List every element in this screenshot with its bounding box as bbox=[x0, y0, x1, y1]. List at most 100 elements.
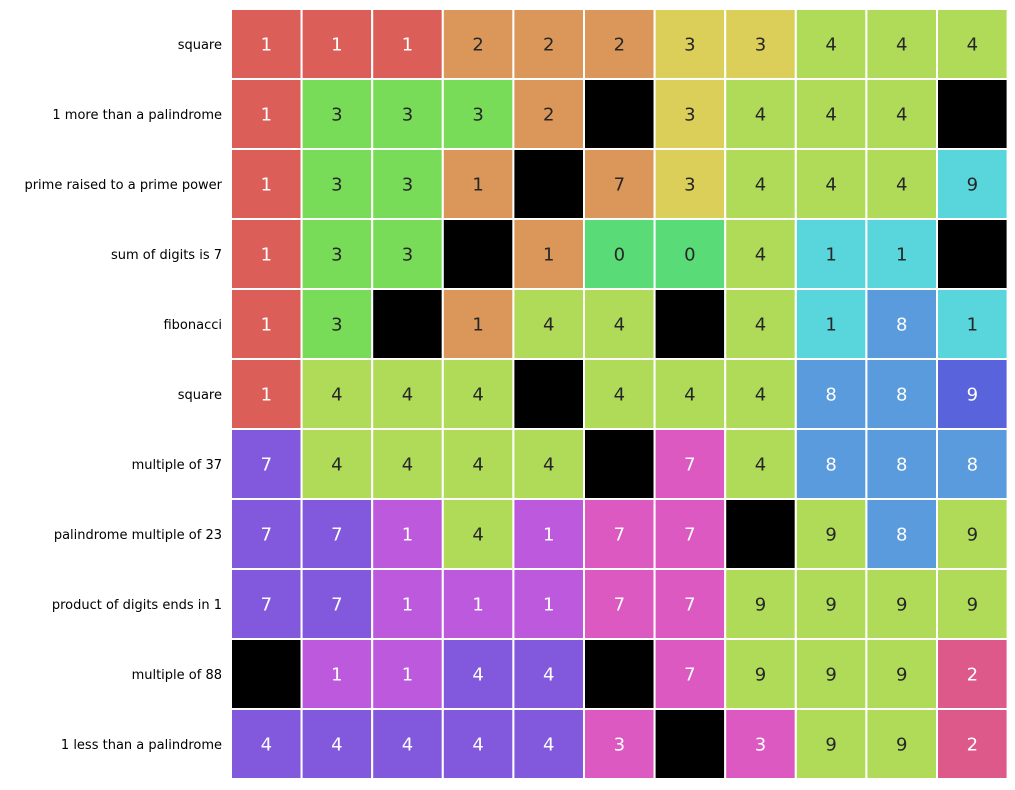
cell-value: 9 bbox=[896, 665, 907, 686]
cell-value: 1 bbox=[402, 525, 413, 546]
cell-value: 3 bbox=[614, 735, 625, 756]
cell-value: 9 bbox=[896, 735, 907, 756]
row-label: product of digits ends in 1 bbox=[52, 598, 222, 613]
cell-value: 1 bbox=[825, 245, 836, 266]
cell-value: 8 bbox=[967, 455, 978, 476]
cell-value: 1 bbox=[472, 595, 483, 616]
heatmap-cell bbox=[230, 218, 303, 290]
cell-value: 4 bbox=[331, 455, 342, 476]
heatmap-cell bbox=[230, 708, 303, 780]
heatmap-cell bbox=[653, 568, 727, 640]
cell-value: 4 bbox=[755, 175, 766, 196]
heatmap-cell bbox=[865, 708, 939, 780]
heatmap-cell bbox=[583, 78, 656, 150]
cell-value: 1 bbox=[261, 385, 272, 406]
heatmap-cell bbox=[865, 428, 939, 500]
heatmap-cell bbox=[936, 428, 1009, 500]
heatmap-cell bbox=[865, 148, 939, 220]
cell-value: 9 bbox=[825, 525, 836, 546]
cell-value: 4 bbox=[543, 455, 554, 476]
cell-value: 9 bbox=[896, 595, 907, 616]
cell-value: 3 bbox=[331, 175, 342, 196]
heatmap-cell bbox=[724, 358, 797, 430]
heatmap-cell bbox=[300, 498, 374, 570]
cell-value: 4 bbox=[825, 35, 836, 56]
heatmap-cell bbox=[230, 568, 303, 640]
cell-value: 8 bbox=[896, 455, 907, 476]
cell-value: 3 bbox=[331, 105, 342, 126]
cell-value: 0 bbox=[684, 245, 695, 266]
cell-value: 1 bbox=[331, 665, 342, 686]
cell-value: 1 bbox=[261, 35, 272, 56]
cell-value: 1 bbox=[472, 315, 483, 336]
cell-value: 1 bbox=[543, 525, 554, 546]
cell-value: 3 bbox=[402, 245, 413, 266]
cell-value: 4 bbox=[614, 385, 625, 406]
cell-value: 7 bbox=[684, 595, 695, 616]
cell-value: 4 bbox=[614, 315, 625, 336]
heatmap-cell bbox=[230, 428, 303, 500]
cell-value: 1 bbox=[543, 245, 554, 266]
cell-value: 0 bbox=[614, 245, 625, 266]
heatmap-cell bbox=[441, 288, 515, 360]
heatmap-cell bbox=[794, 568, 868, 640]
heatmap-cell bbox=[936, 568, 1009, 640]
heatmap-cell bbox=[230, 148, 303, 220]
cell-value: 7 bbox=[261, 525, 272, 546]
row-labels: square 1 more than a palindrome prime rais… bbox=[24, 38, 222, 753]
cell-value: 4 bbox=[331, 385, 342, 406]
heatmap-cell bbox=[936, 8, 1009, 80]
cell-value: 1 bbox=[543, 595, 554, 616]
cell-value: 4 bbox=[543, 315, 554, 336]
cell-value: 3 bbox=[402, 175, 413, 196]
heatmap-cell bbox=[724, 288, 797, 360]
cell-value: 4 bbox=[896, 35, 907, 56]
row-label: palindrome multiple of 23 bbox=[54, 528, 222, 543]
cell-value: 8 bbox=[896, 525, 907, 546]
heatmap-cell bbox=[512, 148, 586, 220]
cell-value: 2 bbox=[543, 105, 554, 126]
heatmap-cell bbox=[230, 78, 303, 150]
heatmap-cell bbox=[794, 358, 868, 430]
cell-value: 7 bbox=[261, 595, 272, 616]
heatmap-cell bbox=[794, 148, 868, 220]
heatmap-cell bbox=[512, 708, 586, 780]
cell-value: 3 bbox=[755, 35, 766, 56]
row-label: 1 more than a palindrome bbox=[52, 108, 222, 123]
heatmap-cell bbox=[865, 638, 939, 710]
heatmap-cell bbox=[371, 288, 444, 360]
cell-value: 1 bbox=[261, 245, 272, 266]
cell-value: 1 bbox=[967, 315, 978, 336]
cell-value: 1 bbox=[896, 245, 907, 266]
heatmap-cell bbox=[583, 498, 656, 570]
heatmap-cell bbox=[936, 218, 1009, 290]
heatmap-cell bbox=[300, 358, 374, 430]
heatmap-cell bbox=[653, 498, 727, 570]
cell-value: 8 bbox=[825, 385, 836, 406]
row-label: multiple of 88 bbox=[132, 668, 222, 683]
heatmap-cell bbox=[936, 498, 1009, 570]
cell-value: 7 bbox=[684, 525, 695, 546]
cell-value: 8 bbox=[896, 385, 907, 406]
cell-value: 1 bbox=[825, 315, 836, 336]
heatmap-cell bbox=[371, 78, 444, 150]
heatmap-cell bbox=[865, 498, 939, 570]
heatmap-cell bbox=[371, 568, 444, 640]
heatmap-cell bbox=[300, 8, 374, 80]
row-label: prime raised to a prime power bbox=[24, 178, 222, 193]
cell-value: 4 bbox=[896, 105, 907, 126]
heatmap-cell bbox=[653, 288, 727, 360]
cell-value: 4 bbox=[896, 175, 907, 196]
cell-value: 9 bbox=[825, 735, 836, 756]
cell-value: 4 bbox=[825, 175, 836, 196]
heatmap-cell bbox=[936, 288, 1009, 360]
heatmap-cell bbox=[583, 708, 656, 780]
heatmap-cell bbox=[724, 218, 797, 290]
cell-value: 1 bbox=[261, 105, 272, 126]
cell-value: 9 bbox=[967, 595, 978, 616]
heatmap-cell bbox=[441, 218, 515, 290]
heatmap-cell bbox=[794, 498, 868, 570]
heatmap-cell bbox=[865, 568, 939, 640]
heatmap-cell bbox=[371, 148, 444, 220]
